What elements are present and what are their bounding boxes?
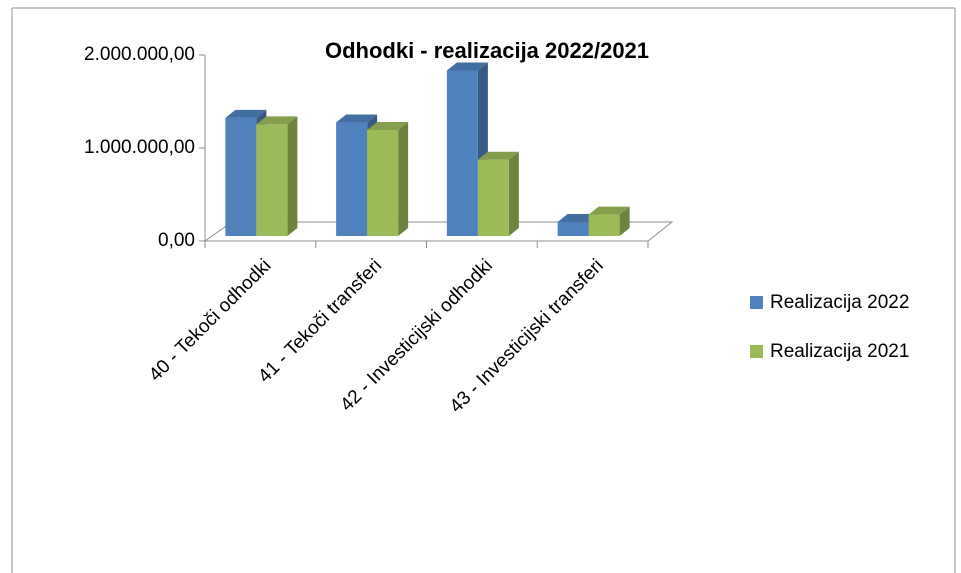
bar [477, 159, 509, 236]
bar-top [336, 114, 378, 123]
y-tick-label: 1.000.000,00 [84, 137, 195, 158]
legend-swatch [750, 296, 763, 309]
bar-top [588, 206, 630, 215]
floor [203, 221, 674, 242]
y-tick-label: 0,00 [158, 230, 195, 251]
bar-top [477, 151, 519, 160]
y-tick-label: 2.000.000,00 [84, 44, 195, 65]
bar-top [225, 109, 267, 118]
bar-side [287, 116, 298, 236]
bar [225, 117, 257, 236]
bar [557, 222, 589, 236]
bar-side [619, 206, 630, 236]
bar-top [367, 121, 409, 130]
legend-swatch [750, 345, 763, 358]
bar-top [446, 62, 488, 71]
legend-label: Realizacija 2021 [770, 341, 909, 362]
bar-side [508, 151, 519, 236]
bar [336, 122, 368, 236]
chart-title: Odhodki - realizacija 2022/2021 [325, 38, 649, 63]
legend-label: Realizacija 2022 [770, 292, 909, 313]
x-tick-label: 40 - Tekoči odhodki [145, 255, 275, 385]
bar [256, 124, 288, 236]
bar [367, 129, 399, 236]
bar-side [398, 121, 409, 236]
bar [588, 214, 620, 236]
bar-top [256, 116, 298, 125]
bar [446, 70, 478, 237]
x-tick-label: 41 - Tekoči transferi [254, 255, 386, 387]
bar-top [557, 214, 599, 223]
